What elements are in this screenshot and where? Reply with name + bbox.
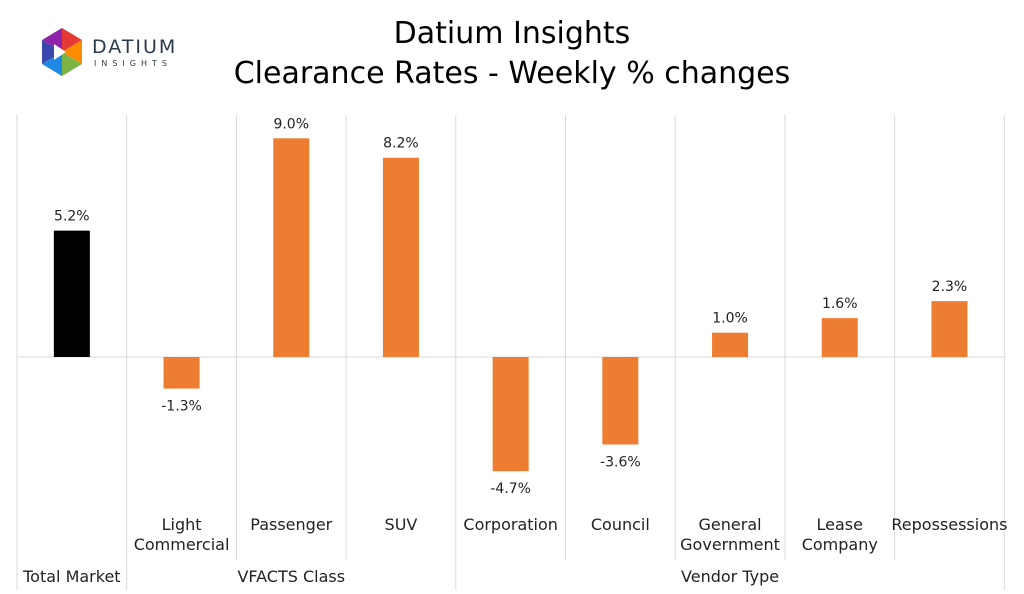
- data-label: 5.2%: [54, 209, 90, 225]
- chart-subtitle: Clearance Rates - Weekly % changes: [233, 56, 791, 91]
- logo-subtext: INSIGHTS: [94, 59, 172, 68]
- category-label: SUV: [385, 515, 418, 534]
- category-label: Company: [802, 535, 878, 554]
- bar: [382, 157, 419, 357]
- category-label: Council: [591, 515, 650, 534]
- category-label: Passenger: [250, 515, 332, 534]
- data-label: 8.2%: [383, 136, 419, 152]
- data-label: 9.0%: [273, 116, 309, 132]
- bar: [602, 357, 639, 445]
- group-label: Total Market: [22, 567, 120, 586]
- category-label: General: [699, 515, 762, 534]
- bar: [712, 332, 749, 357]
- datium-logo: DATIUM INSIGHTS: [38, 26, 198, 82]
- group-label: Vendor Type: [681, 567, 779, 586]
- category-label: Corporation: [463, 515, 558, 534]
- data-label: 1.0%: [712, 311, 748, 327]
- category-label: Repossessions: [891, 515, 1007, 534]
- bar: [492, 357, 529, 472]
- data-label: -4.7%: [490, 481, 531, 497]
- category-label: Commercial: [134, 535, 230, 554]
- bar: [821, 318, 858, 357]
- category-label: Light: [162, 515, 202, 534]
- data-label: 1.6%: [822, 296, 858, 312]
- data-label: 2.3%: [932, 279, 968, 295]
- category-label: Government: [680, 535, 780, 554]
- data-label: -3.6%: [600, 454, 641, 470]
- chart-title: Datium Insights: [393, 16, 631, 51]
- bar: [53, 230, 90, 357]
- bar: [163, 357, 200, 389]
- bar: [931, 301, 968, 357]
- logo-wordmark: DATIUM: [92, 36, 178, 58]
- category-label: Lease: [817, 515, 863, 534]
- data-label: -1.3%: [161, 399, 202, 415]
- group-label: VFACTS Class: [237, 567, 345, 586]
- bar: [273, 138, 310, 357]
- datium-logo-icon: [42, 28, 82, 76]
